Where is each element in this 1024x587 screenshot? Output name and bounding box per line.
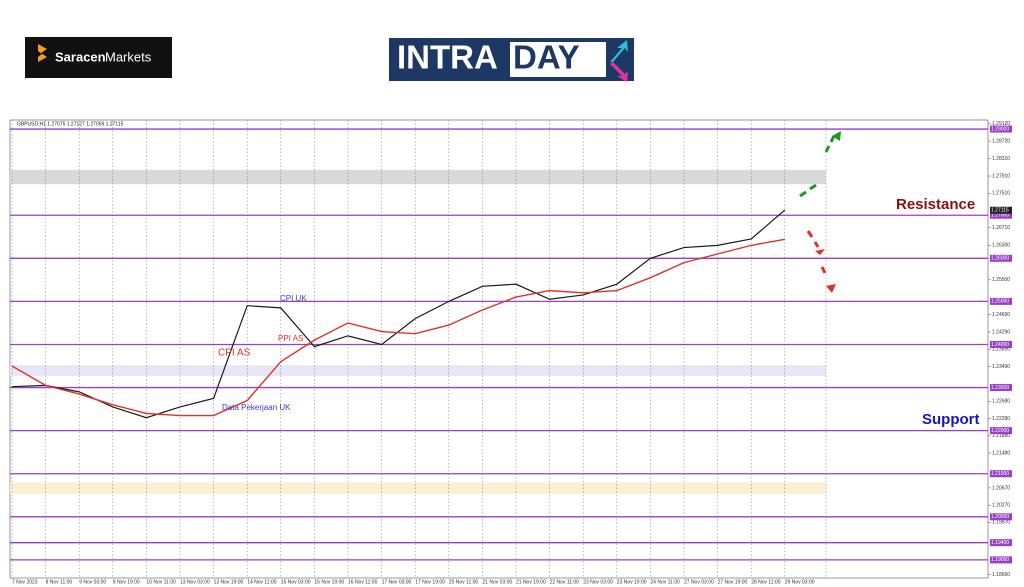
banner-arrow-up: [610, 40, 628, 62]
y-tick-label: 1.19870: [992, 520, 1010, 526]
annotation: PPI AS: [278, 334, 303, 343]
y-tick-label: 1.27510: [992, 191, 1010, 197]
y-tick-label: 1.26710: [992, 225, 1010, 231]
annotation: Resistance: [896, 196, 975, 213]
arrow-down-dash: [820, 266, 827, 274]
y-tick-label: 1.24690: [992, 312, 1010, 318]
level-label-box: [990, 125, 1012, 133]
level-label: 1.19000: [991, 557, 1009, 563]
x-tick-label: 7 Nov 2023: [12, 579, 38, 585]
symbol-header: GBPUSD,H1 1.27075 1.27127 1.27059 1.2711…: [17, 121, 124, 127]
level-label: 1.24000: [991, 342, 1009, 348]
level-label: 1.27000: [991, 213, 1009, 219]
x-tick-label: 14 Nov 11:00: [247, 579, 277, 585]
y-tick-label: 1.20270: [992, 503, 1010, 509]
x-tick-label: 28 Nov 11:00: [751, 579, 781, 585]
y-tick-label: 1.26300: [992, 243, 1010, 249]
logo-text-2: Markets: [105, 49, 152, 64]
level-label-box: [990, 556, 1012, 564]
logo-text-1: Saracen: [55, 49, 106, 64]
y-tick-label: 1.25500: [992, 277, 1010, 283]
zone: [10, 169, 826, 185]
y-tick-label: 1.22680: [992, 399, 1010, 405]
level-label-box: [990, 470, 1012, 478]
level-label-box: [990, 384, 1012, 392]
y-tick-label: 1.23890: [992, 347, 1010, 353]
arrow-up-head: [832, 131, 841, 141]
level-label: 1.23000: [991, 385, 1009, 391]
x-tick-label: 13 Nov 03:00: [180, 579, 210, 585]
x-tick-label: 29 Nov 03:00: [785, 579, 815, 585]
x-tick-label: 22 Nov 11:00: [550, 579, 580, 585]
x-tick-label: 10 Nov 11:00: [146, 579, 176, 585]
level-label-box: [990, 211, 1012, 219]
y-tick-label: 1.22280: [992, 416, 1010, 422]
arrow-down-dash: [806, 230, 820, 248]
x-tick-label: 16 Nov 11:00: [348, 579, 378, 585]
level-label-box: [990, 539, 1012, 547]
x-tick-label: 8 Nov 11:00: [46, 579, 73, 585]
arrow-up-dash: [824, 135, 836, 153]
annotation: Support: [922, 411, 980, 428]
y-tick-label: 1.20670: [992, 485, 1010, 491]
plot-frame: [9, 119, 989, 579]
level-label-box: [990, 427, 1012, 435]
x-tick-label: 15 Nov 03:00: [281, 579, 311, 585]
annotation: Data Pekerjaan UK: [222, 403, 291, 412]
level-label: 1.21000: [991, 471, 1009, 477]
level-label: 1.19400: [991, 540, 1009, 546]
banner-text-2: DAY: [513, 39, 580, 76]
x-tick-label: 9 Nov 19:00: [113, 579, 140, 585]
zone: [10, 482, 826, 494]
last-price-label: 1.27115: [991, 208, 1009, 214]
y-tick-label: 1.18660: [992, 572, 1010, 578]
banner-arrow-down: [610, 62, 628, 82]
arrow-up-dash: [799, 183, 817, 198]
annotation: CPI UK: [280, 294, 307, 303]
level-label-box: [990, 340, 1012, 348]
forecast-arrows: [799, 131, 841, 293]
x-tick-label: 9 Nov 03:00: [79, 579, 106, 585]
last-price-box: [990, 206, 1012, 214]
x-tick-label: 20 Nov 11:00: [449, 579, 479, 585]
annotation: CPI AS: [218, 348, 251, 359]
x-tick-label: 21 Nov 03:00: [482, 579, 512, 585]
x-tick-label: 27 Nov 19:00: [718, 579, 748, 585]
banner-text-1: INTRA: [397, 39, 498, 76]
y-tick-label: 1.21880: [992, 433, 1010, 439]
x-tick-label: 23 Nov 03:00: [583, 579, 613, 585]
y-tick-label: 1.24290: [992, 329, 1010, 335]
y-tick-label: 1.21480: [992, 450, 1010, 456]
x-tick-label: 21 Nov 19:00: [516, 579, 546, 585]
level-label: 1.25000: [991, 299, 1009, 305]
banner-highlight: [510, 42, 606, 77]
x-tick-label: 17 Nov 03:00: [382, 579, 412, 585]
y-tick-label: 1.28310: [992, 156, 1010, 162]
x-tick-label: 27 Nov 03:00: [684, 579, 714, 585]
x-tick-label: 24 Nov 11:00: [650, 579, 680, 585]
x-tick-label: 13 Nov 19:00: [214, 579, 244, 585]
level-label-box: [990, 297, 1012, 305]
y-tick-label: 1.23490: [992, 364, 1010, 370]
x-tick-label: 17 Nov 19:00: [415, 579, 445, 585]
series-line: [11, 238, 785, 417]
y-tick-label: 1.29120: [992, 121, 1010, 127]
arrow-down-head: [815, 249, 825, 255]
level-label: 1.20000: [991, 514, 1009, 520]
level-label-box: [990, 254, 1012, 262]
level-label: 1.22000: [991, 428, 1009, 434]
series-line: [11, 209, 786, 419]
arrow-down-head: [826, 284, 836, 293]
level-label: 1.26000: [991, 256, 1009, 262]
zone: [10, 365, 826, 376]
y-tick-label: 1.27910: [992, 173, 1010, 179]
x-tick-label: 15 Nov 19:00: [314, 579, 344, 585]
logo-icon: [38, 44, 47, 62]
level-label-box: [990, 513, 1012, 521]
logo-box: [25, 37, 172, 78]
x-tick-label: 23 Nov 19:00: [617, 579, 647, 585]
level-label: 1.29000: [991, 126, 1009, 132]
y-tick-label: 1.28720: [992, 138, 1010, 144]
